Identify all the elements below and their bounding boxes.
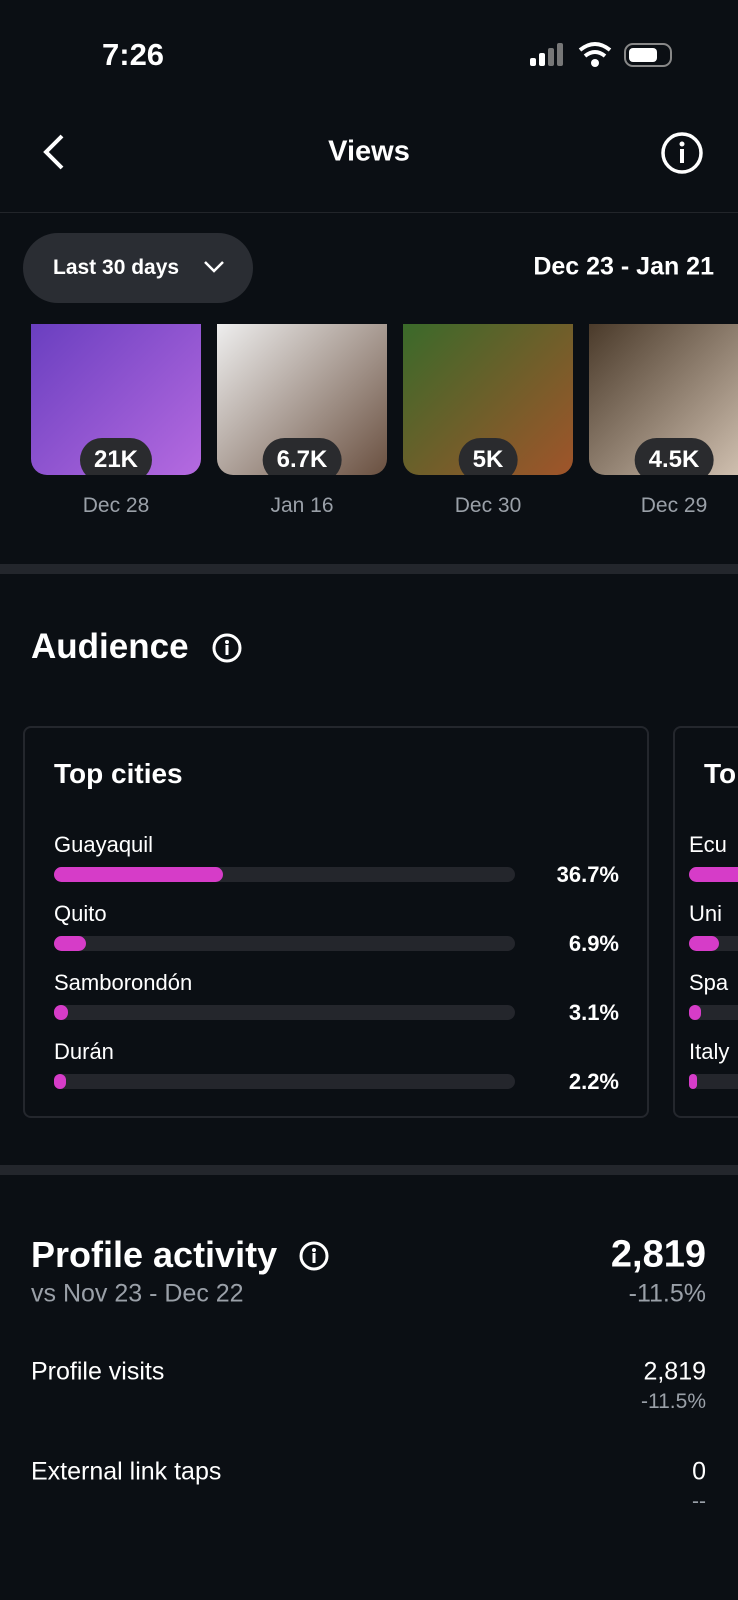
metric-change: --: [692, 1490, 706, 1513]
info-button[interactable]: [660, 131, 704, 175]
card-title: Top cities: [54, 758, 183, 789]
date-range: Dec 23 - Jan 21: [533, 252, 714, 281]
metric-change: -11.5%: [641, 1390, 706, 1413]
bar-track: [54, 1005, 515, 1020]
status-icons: [530, 42, 672, 67]
view-count: 4.5K: [634, 438, 714, 475]
post-thumbnail[interactable]: 5K: [403, 324, 573, 475]
country-name: Italy: [689, 1039, 730, 1064]
view-count: 5K: [458, 438, 518, 475]
metric-label: External link taps: [31, 1457, 222, 1486]
post-thumbnail[interactable]: 21K: [31, 324, 201, 475]
info-icon[interactable]: [298, 1240, 330, 1272]
country-name: Ecu: [689, 832, 727, 857]
top-countries-card: To Ecu Uni Spa Italy: [673, 726, 738, 1118]
bar: [54, 867, 224, 882]
post-date: Jan 16: [270, 494, 334, 517]
section-separator: [0, 564, 738, 574]
post-date: Dec 29: [640, 494, 708, 517]
card-title: To: [704, 758, 737, 789]
city-name: Quito: [54, 901, 107, 926]
city-percent: 3.1%: [568, 1000, 619, 1025]
bar: [54, 1074, 66, 1089]
post-date: Dec 28: [82, 494, 150, 517]
country-name: Spa: [689, 970, 729, 995]
city-name: Samborondón: [54, 970, 193, 995]
view-count: 21K: [79, 438, 153, 475]
bar-stub: [689, 867, 738, 882]
info-icon[interactable]: [211, 632, 243, 664]
bar-stub: [689, 1005, 701, 1020]
metric-value: 2,819: [643, 1357, 706, 1386]
divider: [0, 212, 738, 213]
section-title: Audience: [31, 627, 189, 666]
city-percent: 36.7%: [556, 862, 619, 887]
bar: [54, 1005, 69, 1020]
city-name: Guayaquil: [54, 832, 154, 857]
bar: [54, 936, 86, 951]
post-thumbnail[interactable]: 6.7K: [217, 324, 387, 475]
bar-track: [54, 936, 515, 951]
city-percent: 2.2%: [568, 1069, 619, 1094]
period-label: Last 30 days: [53, 256, 180, 279]
post-date: Dec 30: [454, 494, 522, 517]
metric-label: Profile visits: [31, 1357, 165, 1386]
total-change: -11.5%: [628, 1279, 706, 1308]
section-title: Profile activity: [31, 1234, 278, 1275]
view-count: 6.7K: [262, 438, 342, 475]
chevron: [204, 261, 224, 273]
top-cities-card: Top cities Guayaquil 36.7% Quito 6.9% Sambor…: [23, 726, 649, 1118]
bar-stub: [689, 1074, 697, 1089]
country-name: Uni: [689, 901, 723, 926]
back-button[interactable]: [38, 132, 68, 172]
bar-track: [689, 1074, 738, 1089]
comparison: vs Nov 23 - Dec 22: [31, 1279, 244, 1308]
period-dropdown[interactable]: Last 30 days: [23, 233, 253, 303]
section-separator: [0, 1165, 738, 1175]
city-percent: 6.9%: [568, 931, 619, 956]
city-name: Durán: [54, 1039, 114, 1064]
post-thumbnail[interactable]: 4.5K: [589, 324, 738, 475]
bar-stub: [689, 936, 719, 951]
bar-track: [689, 1005, 738, 1020]
metric-value: 0: [692, 1457, 706, 1486]
total: 2,819: [610, 1233, 706, 1276]
bar-track: [54, 1074, 515, 1089]
status-time: 7:26: [102, 37, 165, 72]
page-title: Views: [328, 135, 410, 168]
